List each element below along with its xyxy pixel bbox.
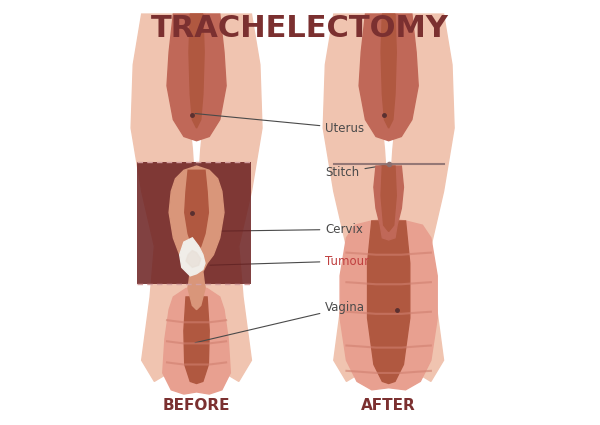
Polygon shape — [323, 14, 454, 381]
Polygon shape — [186, 250, 201, 267]
Polygon shape — [359, 14, 418, 141]
Polygon shape — [185, 170, 208, 250]
Text: Cervix: Cervix — [195, 223, 363, 236]
Polygon shape — [179, 238, 205, 276]
Polygon shape — [163, 286, 230, 394]
Polygon shape — [185, 170, 208, 250]
Polygon shape — [340, 219, 437, 390]
Text: Vagina: Vagina — [195, 301, 365, 343]
Polygon shape — [374, 166, 403, 240]
Polygon shape — [184, 297, 209, 383]
Polygon shape — [169, 166, 224, 309]
Text: AFTER: AFTER — [361, 398, 416, 413]
Polygon shape — [131, 14, 262, 381]
Polygon shape — [381, 166, 396, 232]
Polygon shape — [186, 250, 201, 267]
Polygon shape — [169, 166, 224, 309]
Text: BEFORE: BEFORE — [163, 398, 230, 413]
Polygon shape — [167, 14, 226, 141]
Text: Tumour: Tumour — [210, 255, 370, 268]
Polygon shape — [381, 14, 396, 128]
Text: TRACHELECTOMY: TRACHELECTOMY — [151, 14, 449, 43]
Polygon shape — [189, 14, 204, 128]
Text: Uterus: Uterus — [195, 113, 364, 135]
Polygon shape — [179, 238, 205, 276]
FancyBboxPatch shape — [137, 162, 251, 284]
Text: Stitch: Stitch — [325, 164, 390, 179]
Polygon shape — [368, 221, 410, 383]
